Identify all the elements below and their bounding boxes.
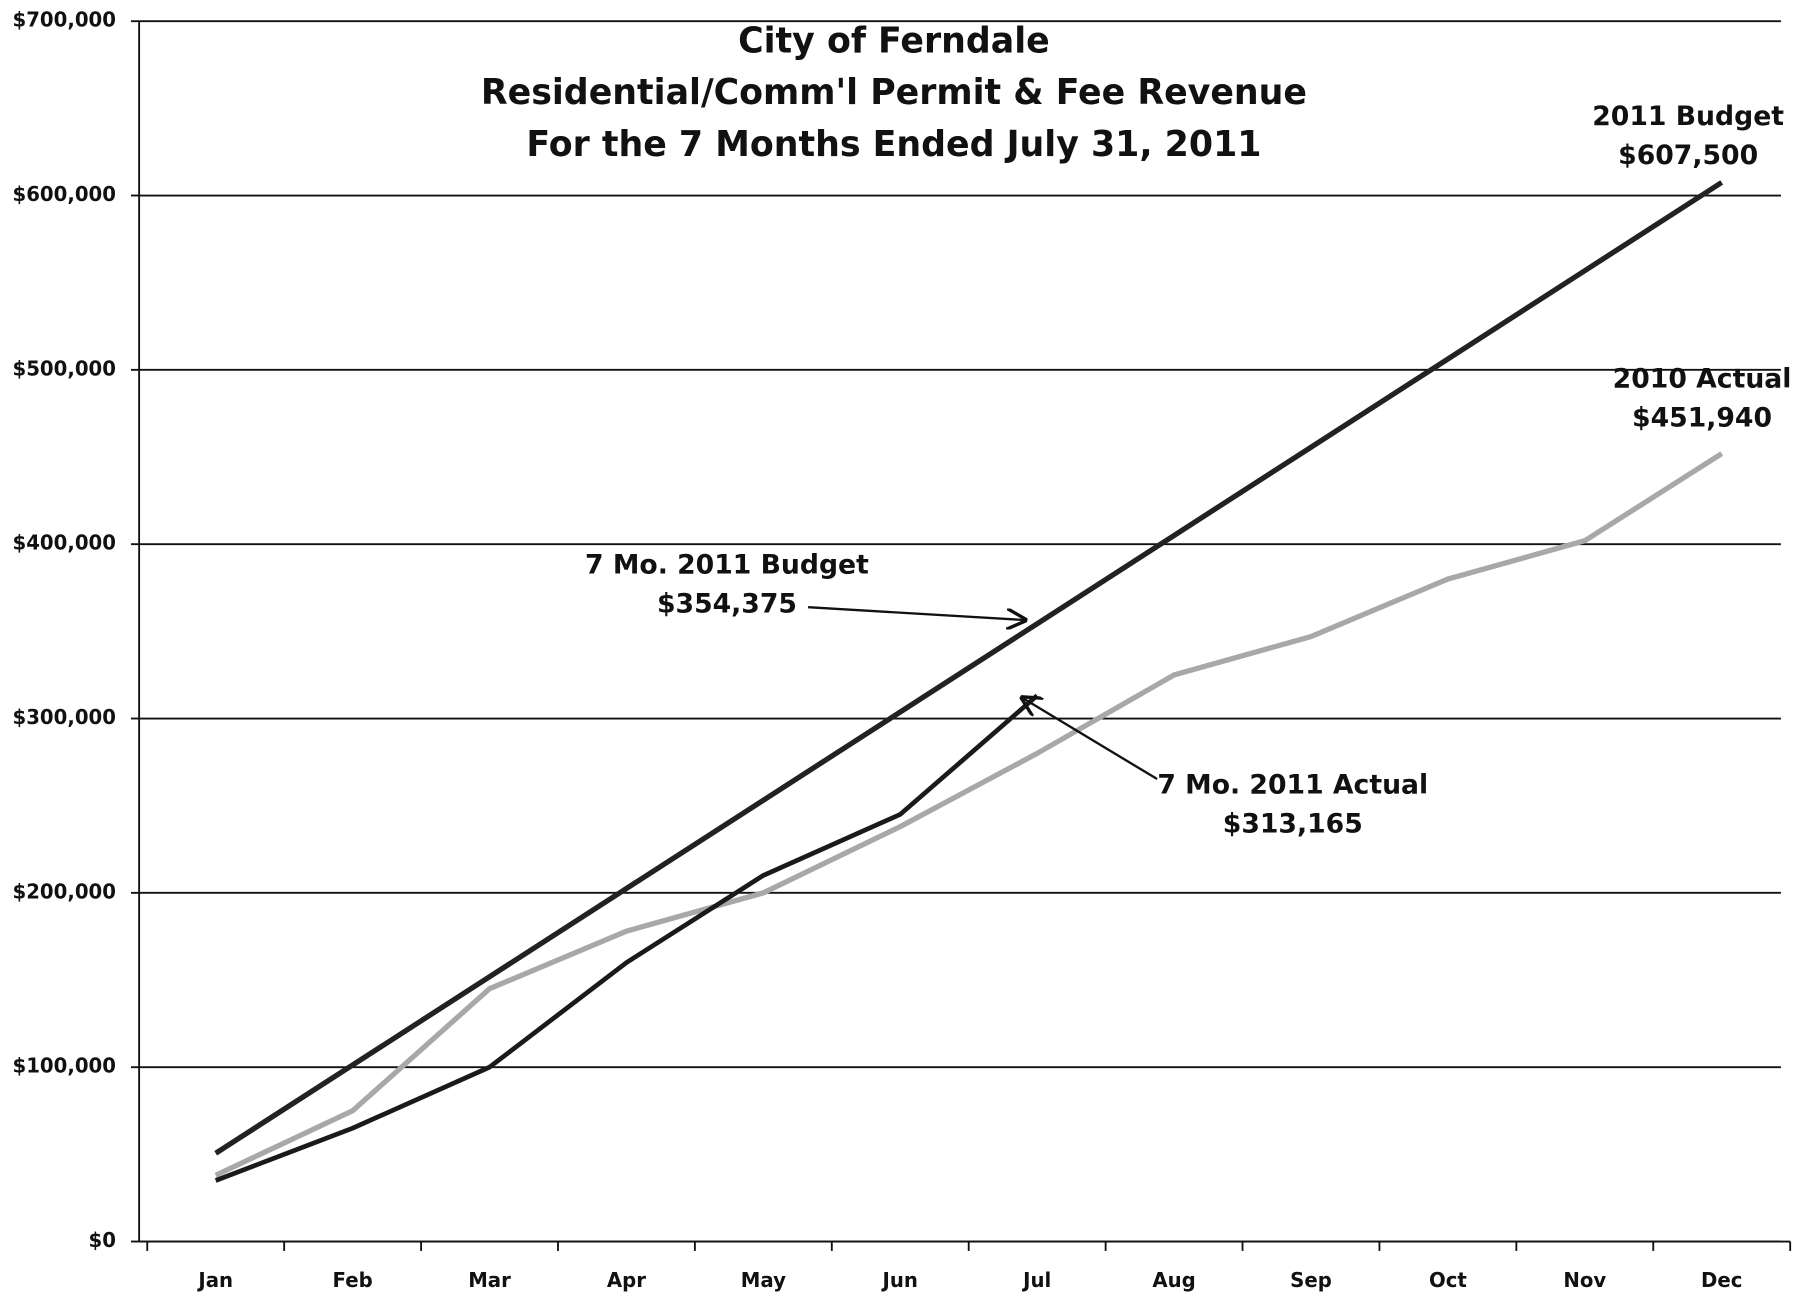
chart-title: For the 7 Months Ended July 31, 2011 [526, 124, 1261, 165]
annotation-arrow [808, 606, 1027, 620]
annotation: 7 Mo. 2011 Budget [585, 549, 869, 580]
y-tick-label: $600,000 [13, 183, 116, 206]
y-tick-label: $500,000 [13, 357, 116, 380]
y-tick-label: $100,000 [13, 1055, 116, 1078]
annotation: $354,375 [657, 588, 797, 619]
y-tick-label: $700,000 [13, 9, 116, 32]
annotation: 7 Mo. 2011 Actual [1157, 769, 1428, 800]
annotation: 2010 Actual [1613, 363, 1792, 394]
chart-title: Residential/Comm'l Permit & Fee Revenue [481, 72, 1307, 113]
y-tick-label: $0 [89, 1229, 116, 1252]
y-tick-label: $400,000 [13, 532, 116, 555]
x-tick-label: Aug [1152, 1269, 1195, 1292]
annotation: 2011 Budget [1592, 101, 1784, 132]
x-tick-label: Dec [1701, 1269, 1742, 1292]
x-tick-label: Jun [881, 1269, 918, 1292]
series-line [214, 180, 1724, 1156]
x-tick-label: May [741, 1269, 786, 1292]
y-tick-label: $200,000 [13, 880, 116, 903]
x-tick-label: Nov [1563, 1269, 1606, 1292]
annotation: $451,940 [1632, 402, 1772, 433]
x-tick-label: Oct [1429, 1269, 1467, 1292]
x-tick-label: Jul [1021, 1269, 1051, 1292]
series-line [214, 451, 1724, 1178]
chart-title: City of Ferndale [738, 20, 1050, 61]
x-tick-label: Mar [468, 1269, 511, 1292]
annotation: $607,500 [1618, 140, 1758, 171]
x-tick-label: Apr [607, 1269, 646, 1292]
x-tick-label: Jan [196, 1269, 233, 1292]
annotation: $313,165 [1223, 808, 1363, 839]
annotation-arrow [1020, 697, 1158, 781]
x-tick-label: Sep [1290, 1269, 1332, 1292]
series-line [214, 693, 1039, 1183]
y-tick-label: $300,000 [13, 706, 116, 729]
x-tick-label: Feb [333, 1269, 373, 1292]
